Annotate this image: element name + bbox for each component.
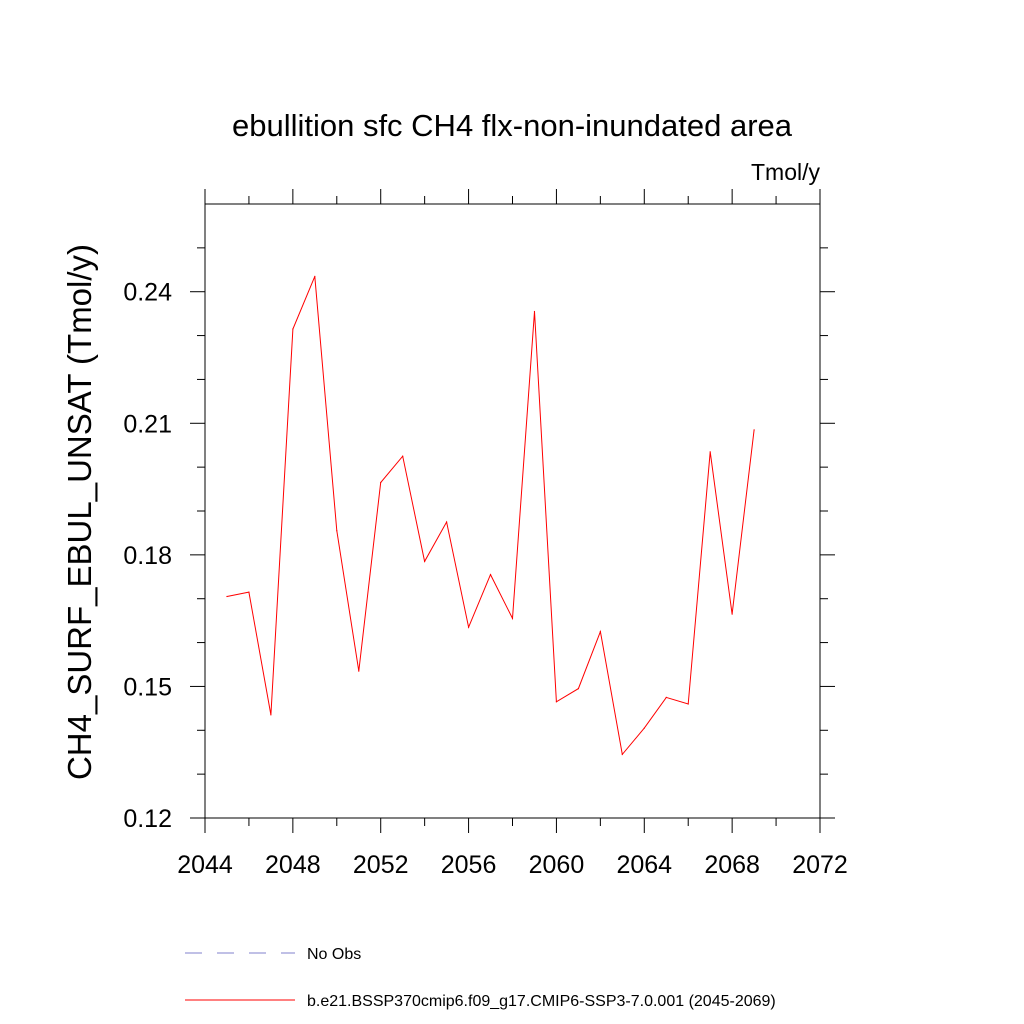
- chart-title: ebullition sfc CH4 flx-non-inundated are…: [232, 108, 793, 143]
- y-tick-label: 0.24: [123, 279, 172, 307]
- x-tick-label: 2064: [616, 851, 672, 879]
- data-point: [511, 617, 514, 620]
- x-tick-label: 2072: [792, 851, 848, 879]
- ticks-layer: 2044 2048 2052 2056 2060 2064 2068 2072 0.12 0.15…: [123, 189, 848, 879]
- data-point: [489, 573, 492, 576]
- x-tick-label: 2052: [353, 851, 409, 879]
- x-tick-label: 2060: [529, 851, 585, 879]
- series-line-0: [226, 276, 755, 756]
- legend-label-model-run: b.e21.BSSP370cmip6.f09_g17.CMIP6-SSP3-7.…: [307, 993, 776, 1010]
- data-point: [292, 328, 294, 330]
- x-tick-label: 2068: [704, 851, 760, 879]
- data-point: [270, 714, 272, 716]
- x-tick-label: 2056: [441, 851, 497, 879]
- data-point: [226, 595, 228, 598]
- x-tick-label: 2048: [265, 851, 321, 879]
- data-point: [446, 521, 448, 523]
- data-point: [533, 310, 536, 313]
- y-tick-label: 0.21: [123, 410, 172, 438]
- data-point: [555, 701, 558, 703]
- data-point: [314, 275, 316, 277]
- y-tick-label: 0.18: [123, 542, 172, 570]
- plot-frame: [204, 203, 821, 819]
- data-point: [248, 591, 250, 593]
- data-point: [731, 613, 733, 615]
- y-tick-label: 0.12: [123, 805, 172, 833]
- data-point: [424, 560, 426, 563]
- data-point: [467, 626, 470, 628]
- legend: No Obs b.e21.BSSP370cmip6.f09_g17.CMIP6-…: [185, 946, 776, 1010]
- data-point: [665, 696, 667, 698]
- legend-label-no-obs: No Obs: [307, 946, 361, 963]
- y-tick-label: 0.15: [123, 673, 172, 701]
- data-point: [687, 703, 689, 705]
- y-axis-label: CH4_SURF_EBUL_UNSAT (Tmol/y): [61, 244, 98, 780]
- data-point: [380, 481, 382, 484]
- data-point: [709, 451, 711, 453]
- data-point: [336, 530, 338, 532]
- x-tick-label: 2044: [177, 851, 233, 879]
- data-point: [358, 670, 360, 672]
- data-point: [621, 753, 623, 756]
- units-label: Tmol/y: [751, 159, 821, 185]
- data-point: [577, 688, 579, 690]
- data-point: [643, 727, 645, 729]
- data-point: [753, 429, 755, 431]
- data-point: [599, 631, 601, 633]
- series-layer: [226, 275, 755, 756]
- data-point: [402, 455, 404, 457]
